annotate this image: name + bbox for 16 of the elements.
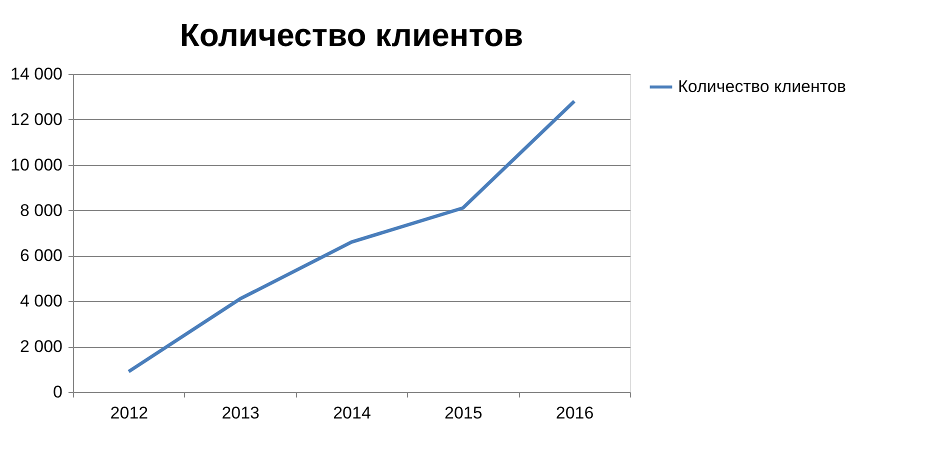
x-tick-label: 2012 [110, 404, 148, 422]
chart-title: Количество клиентов [180, 17, 524, 53]
x-tick-label: 2013 [222, 404, 260, 422]
y-tick-label: 10 000 [10, 155, 62, 174]
line-series [126, 100, 576, 374]
x-tick-label: 2016 [556, 404, 594, 422]
y-tick-label: 12 000 [10, 110, 62, 129]
y-tick-label: 2 000 [20, 337, 62, 356]
y-tick-label: 6 000 [20, 246, 62, 266]
x-tick-label: 2015 [444, 404, 482, 422]
y-tick-label: 4 000 [20, 292, 62, 311]
y-tick-label: 14 000 [10, 64, 62, 84]
x-tick-label: 2014 [333, 404, 371, 422]
legend-label: Количество клиентов [678, 77, 846, 96]
y-tick-label: 0 [53, 382, 62, 402]
y-tick-label: 8 000 [20, 200, 62, 220]
